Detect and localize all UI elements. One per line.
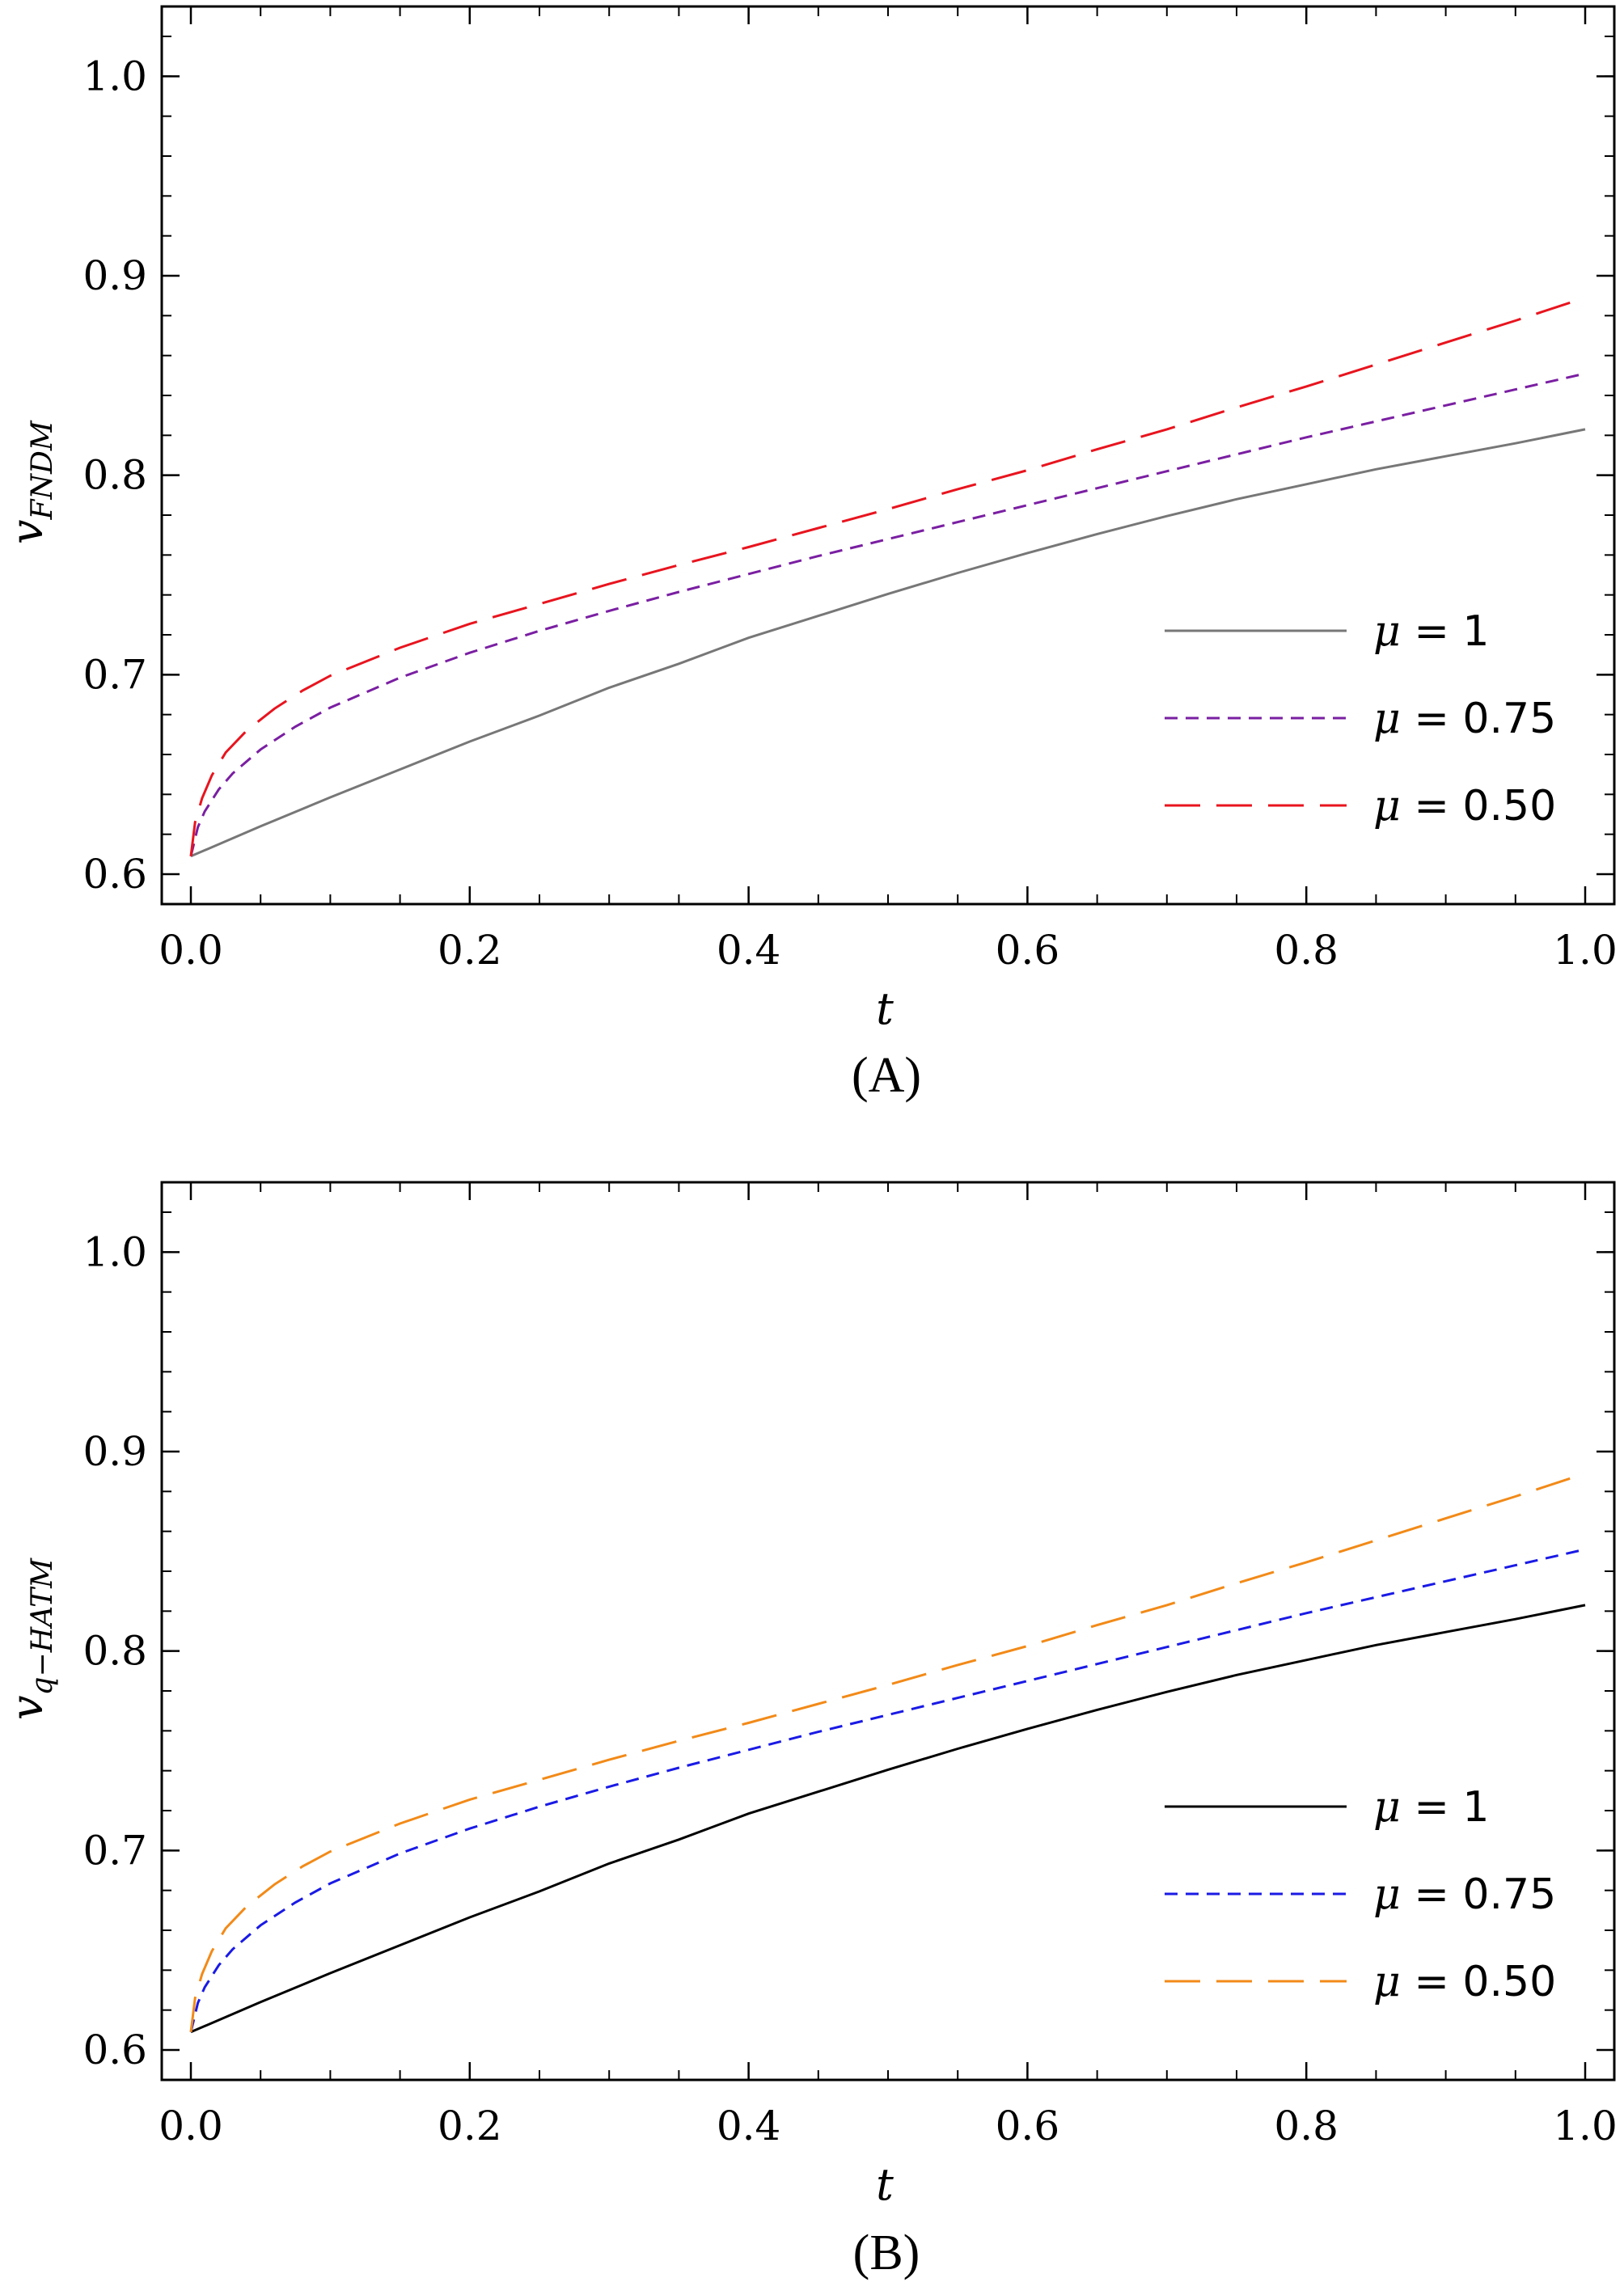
y-axis-label: vFNDM — [2, 420, 59, 544]
series-line-3 — [189, 296, 1586, 856]
y-tick-label: 0.6 — [82, 2027, 147, 2073]
series-line-3 — [189, 1472, 1586, 2032]
series-line-1 — [190, 428, 1586, 858]
legend-mu-symbol: μ — [1373, 1958, 1401, 2006]
y-tick-label: 0.9 — [82, 1428, 147, 1475]
y-tick-label: 1.0 — [82, 1228, 147, 1275]
plot-frame — [160, 5, 1616, 906]
x-tick-label: 0.6 — [996, 927, 1060, 974]
x-axis-label: t — [876, 2159, 894, 2210]
x-tick-label: 0.0 — [159, 2103, 223, 2149]
y-axis-label-main: v — [2, 519, 53, 544]
legend-label-value: = 0.75 — [1401, 695, 1556, 743]
x-tick-label: 0.2 — [438, 927, 502, 974]
legend-label-value: = 0.50 — [1401, 782, 1556, 831]
x-tick-label: 0.4 — [717, 927, 781, 974]
y-tick-label: 0.8 — [82, 452, 147, 499]
x-tick-label: 0.0 — [159, 927, 223, 974]
chart-panel-a: 0.0 0.2 0.4 0.6 0.8 1.0 0.6 0.7 0.8 0.9 1.0 t vFNDM (… — [2, 5, 1618, 1103]
legend-mu-symbol: μ — [1373, 782, 1401, 831]
legend-label-value: = 0.75 — [1401, 1870, 1556, 1919]
legend-label-value: = 1 — [1401, 1783, 1490, 1832]
y-axis-label-subscript: FNDM — [26, 420, 59, 520]
x-tick-label: 0.4 — [717, 2103, 781, 2149]
series-line-2 — [189, 1548, 1586, 2033]
legend-mu-symbol: μ — [1373, 695, 1401, 743]
y-tick-label: 0.7 — [82, 1827, 147, 1874]
x-tick-label: 1.0 — [1553, 2103, 1618, 2149]
x-tick-label: 1.0 — [1553, 927, 1618, 974]
legend-label-1: μ = 1 — [1373, 607, 1490, 656]
legend-mu-symbol: μ — [1373, 607, 1401, 656]
plot-frame — [160, 1181, 1616, 2082]
panel-caption: (A) — [852, 1048, 921, 1103]
legend-label-3: μ = 0.50 — [1373, 782, 1556, 831]
x-tick-label: 0.2 — [438, 2103, 502, 2149]
legend-mu-symbol: μ — [1373, 1870, 1401, 1919]
x-tick-label: 0.8 — [1274, 927, 1339, 974]
y-tick-label: 0.6 — [82, 851, 147, 898]
y-axis-label-subscript: q−HATM — [26, 1557, 59, 1696]
legend-label-1: μ = 1 — [1373, 1783, 1490, 1832]
legend-mu-symbol: μ — [1373, 1783, 1401, 1832]
y-tick-label: 0.7 — [82, 651, 147, 698]
y-axis-label: vq−HATM — [2, 1557, 59, 1720]
x-tick-label: 0.6 — [996, 2103, 1060, 2149]
y-tick-label: 1.0 — [82, 53, 147, 99]
y-tick-label: 0.9 — [82, 252, 147, 299]
series-line-1 — [190, 1604, 1586, 2034]
series-line-2 — [189, 372, 1586, 857]
legend-label-3: μ = 0.50 — [1373, 1958, 1556, 2006]
legend-label-2: μ = 0.75 — [1373, 1870, 1556, 1919]
legend-label-value: = 1 — [1401, 607, 1490, 656]
chart-panel-b: 0.0 0.2 0.4 0.6 0.8 1.0 0.6 0.7 0.8 0.9 1.0 t vq−HAT… — [2, 1181, 1618, 2280]
legend-label-value: = 0.50 — [1401, 1958, 1556, 2006]
y-axis-label-main: v — [2, 1695, 53, 1720]
x-axis-label: t — [876, 983, 894, 1034]
y-tick-label: 0.8 — [82, 1628, 147, 1675]
legend-label-2: μ = 0.75 — [1373, 695, 1556, 743]
x-tick-label: 0.8 — [1274, 2103, 1339, 2149]
panel-caption: (B) — [853, 2225, 920, 2280]
